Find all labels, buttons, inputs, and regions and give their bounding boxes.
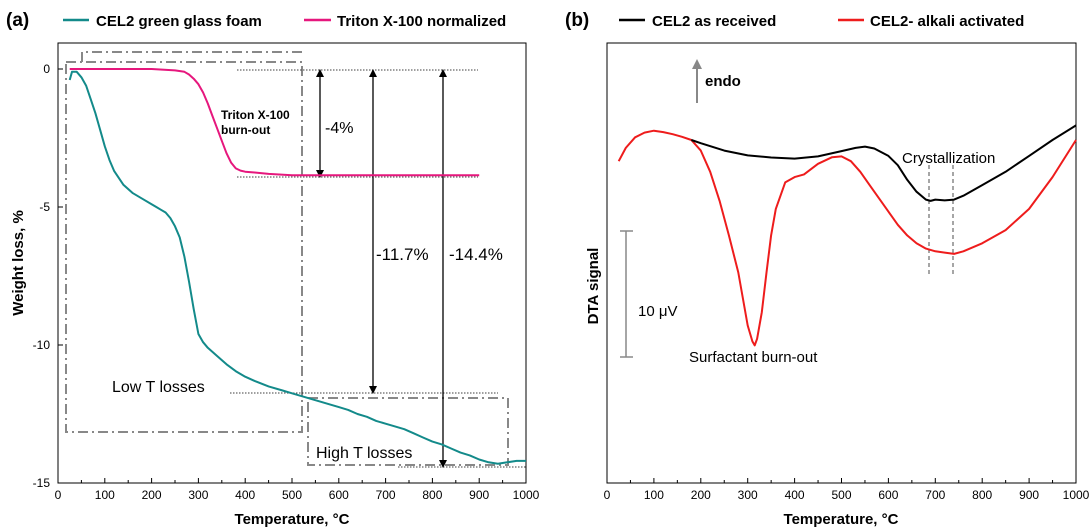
y-axis-label-a: Weight loss, % (10, 210, 27, 316)
plot-frame-b (606, 42, 1077, 484)
scale-bar-label: 10 μV (638, 303, 678, 320)
x-tick-label-b-8: 800 (972, 488, 992, 502)
annot-low-t: Low T losses (112, 379, 205, 396)
x-axis-label-b: Temperature, °C (784, 511, 899, 528)
y-tick-label-a-0: 0 (43, 62, 50, 76)
series-line-a-1 (69, 68, 480, 177)
x-tick-label-b-5: 500 (831, 488, 851, 502)
x-tick-label-a-9: 900 (469, 488, 489, 502)
annot-endo: endo (705, 73, 741, 90)
annot-triton: Triton X-100 (221, 108, 290, 122)
x-tick-label-a-0: 0 (55, 488, 62, 502)
y-tick-label-a-2: -10 (33, 338, 51, 352)
panel-b: (b) CEL2 as received CEL2- alkali activa… (565, 10, 1090, 528)
x-tick-label-b-4: 400 (785, 488, 805, 502)
x-tick-label-b-3: 300 (738, 488, 758, 502)
annot-high-t: High T losses (316, 445, 412, 462)
x-tick-label-a-5: 500 (282, 488, 302, 502)
y-axis-label-b: DTA signal (585, 248, 602, 325)
annot-crystallization: Crystallization (902, 150, 995, 167)
panel-a-label: (a) (6, 10, 29, 31)
x-axis-label-a: Temperature, °C (235, 511, 350, 528)
high-t-box (307, 397, 509, 466)
x-tick-label-a-6: 600 (329, 488, 349, 502)
x-tick-label-a-3: 300 (188, 488, 208, 502)
x-tick-label-a-7: 700 (376, 488, 396, 502)
annot-minus-14-4: -14.4% (449, 245, 503, 264)
x-tick-label-b-9: 900 (1019, 488, 1039, 502)
series-line-b-0 (691, 124, 1077, 202)
x-tick-label-b-2: 200 (691, 488, 711, 502)
panel-a: (a) CEL2 green glass foam Triton X-100 n… (6, 10, 540, 528)
series-group-a (68, 68, 526, 465)
legend-label-a-0: CEL2 green glass foam (96, 13, 262, 30)
annot-minus-11-7: -11.7% (376, 245, 429, 264)
low-t-box-top (81, 51, 302, 62)
legend-label-b-0: CEL2 as received (652, 13, 776, 30)
annot-surfactant: Surfactant burn-out (689, 349, 818, 366)
y-ticks-a: 0 -5 -10 -15 (33, 62, 63, 490)
x-tick-label-a-1: 100 (95, 488, 115, 502)
annot-burnout: burn-out (221, 123, 270, 137)
y-tick-label-a-1: -5 (39, 200, 50, 214)
x-tick-label-b-0: 0 (604, 488, 611, 502)
x-tick-label-a-4: 400 (235, 488, 255, 502)
x-ticks-a: 0 100 200 300 400 500 600 700 800 900 1000 (55, 478, 540, 502)
legend-label-b-1: CEL2- alkali activated (870, 13, 1024, 30)
annot-minus-4: -4% (325, 120, 353, 137)
x-tick-label-a-8: 800 (422, 488, 442, 502)
x-ticks-b: 0 100 200 300 400 500 600 700 800 900 1000 (604, 478, 1090, 502)
panel-b-label: (b) (565, 10, 589, 31)
x-tick-label-a-10: 1000 (513, 488, 540, 502)
legend-label-a-1: Triton X-100 normalized (337, 13, 506, 30)
x-tick-label-a-2: 200 (142, 488, 162, 502)
x-tick-label-b-7: 700 (925, 488, 945, 502)
x-tick-label-b-6: 600 (878, 488, 898, 502)
series-line-a-0 (68, 70, 526, 465)
low-t-box (65, 61, 303, 433)
x-tick-label-b-10: 1000 (1063, 488, 1090, 502)
y-tick-label-a-3: -15 (33, 476, 51, 490)
series-group-b (617, 124, 1077, 347)
series-line-b-1 (617, 129, 1077, 347)
x-tick-label-b-1: 100 (644, 488, 664, 502)
